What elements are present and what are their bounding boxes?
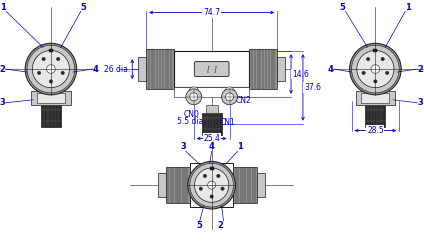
Circle shape [47, 65, 55, 74]
Bar [146, 49, 174, 89]
Bar [37, 93, 65, 103]
Bar [138, 57, 146, 81]
Bar [210, 167, 214, 170]
Text: 28.5: 28.5 [367, 126, 384, 135]
Bar [31, 91, 71, 105]
Text: 5: 5 [197, 221, 203, 230]
Bar [249, 49, 277, 89]
Circle shape [210, 195, 213, 198]
Circle shape [188, 161, 235, 209]
Circle shape [190, 163, 234, 207]
Text: 2: 2 [0, 65, 5, 74]
FancyBboxPatch shape [194, 62, 229, 76]
Circle shape [357, 50, 394, 88]
Bar [206, 105, 218, 113]
Circle shape [208, 181, 216, 189]
Text: 1: 1 [0, 2, 6, 12]
Text: 3: 3 [417, 98, 423, 107]
Bar [202, 113, 222, 134]
Circle shape [203, 174, 206, 178]
Text: 5.5 dia.: 5.5 dia. [177, 117, 206, 126]
Text: CN2: CN2 [235, 96, 251, 105]
Bar [158, 173, 166, 197]
Text: 1: 1 [237, 142, 243, 151]
Bar [41, 105, 61, 127]
Text: CN1: CN1 [220, 118, 235, 127]
Bar [166, 167, 190, 203]
Circle shape [374, 80, 377, 83]
Circle shape [61, 71, 64, 74]
Text: [  ]: [ ] [206, 66, 217, 73]
Circle shape [225, 87, 234, 97]
Text: 26 dia.: 26 dia. [104, 65, 130, 74]
Text: 37.6: 37.6 [304, 83, 321, 92]
Text: 4: 4 [92, 65, 98, 74]
Text: 25.4: 25.4 [203, 134, 220, 143]
Circle shape [195, 168, 229, 202]
Text: 74.7: 74.7 [203, 8, 220, 17]
Bar [374, 49, 377, 53]
Circle shape [49, 80, 53, 83]
Circle shape [25, 43, 77, 95]
Circle shape [199, 187, 203, 190]
Bar [365, 105, 385, 127]
Circle shape [222, 89, 237, 105]
Text: 3: 3 [0, 98, 5, 107]
Circle shape [371, 65, 380, 74]
Text: 4: 4 [209, 142, 215, 151]
Circle shape [217, 174, 220, 178]
Circle shape [42, 57, 45, 61]
Circle shape [351, 45, 399, 93]
Circle shape [190, 93, 198, 101]
Text: 2: 2 [218, 221, 223, 230]
Circle shape [189, 87, 199, 97]
Bar [234, 167, 257, 203]
Bar [277, 57, 285, 81]
Text: 5: 5 [81, 2, 86, 12]
Circle shape [221, 187, 224, 190]
Bar [356, 91, 395, 105]
Bar [49, 49, 53, 53]
Circle shape [349, 43, 401, 95]
Circle shape [385, 71, 389, 74]
Text: 2: 2 [417, 65, 423, 74]
Circle shape [362, 71, 365, 74]
Bar [174, 87, 249, 97]
Circle shape [186, 89, 202, 105]
Circle shape [56, 57, 60, 61]
Text: 4: 4 [328, 65, 334, 74]
Bar [190, 163, 234, 207]
Circle shape [37, 71, 41, 74]
Text: 1: 1 [405, 2, 411, 12]
Circle shape [366, 57, 370, 61]
Text: CN0: CN0 [184, 110, 200, 119]
Circle shape [27, 45, 75, 93]
Text: 5: 5 [340, 2, 346, 12]
Text: 3: 3 [180, 142, 186, 151]
Bar [257, 173, 265, 197]
Circle shape [381, 57, 384, 61]
Bar [174, 51, 249, 87]
Text: 14.6: 14.6 [292, 69, 309, 79]
Circle shape [32, 50, 70, 88]
Bar [362, 93, 389, 103]
Circle shape [226, 93, 234, 101]
